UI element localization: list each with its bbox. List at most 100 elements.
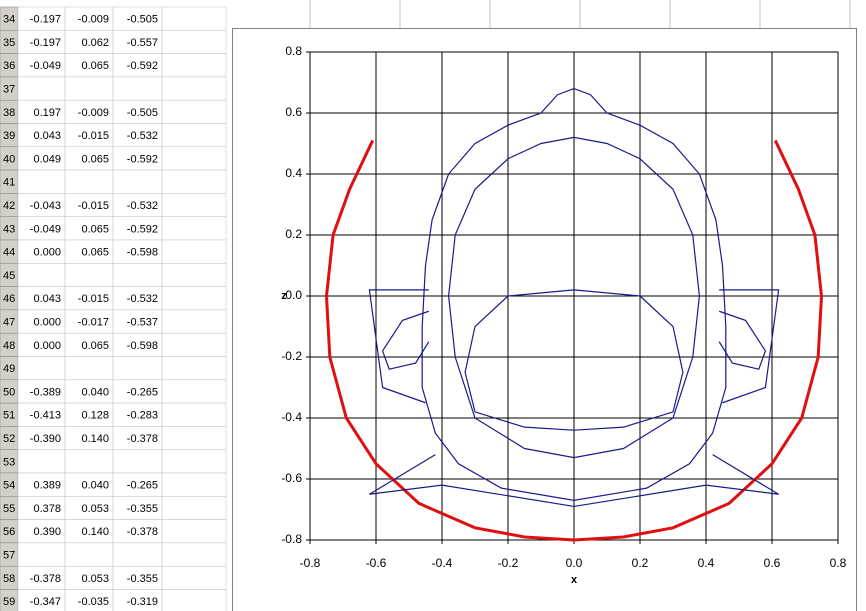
- row-number: 39: [3, 130, 15, 142]
- cell: [161, 263, 227, 287]
- cell-value: -0.009: [78, 14, 109, 26]
- x-tick-label: 0.8: [830, 556, 847, 570]
- cell-value: -0.197: [30, 37, 61, 49]
- cell-value: 0.062: [81, 37, 109, 49]
- cell-value: -0.015: [78, 200, 109, 212]
- cell: [161, 402, 227, 427]
- cell-value: -0.378: [127, 526, 158, 538]
- series-line: [369, 454, 779, 508]
- cell-value: 0.053: [81, 503, 109, 515]
- cell: [64, 542, 114, 567]
- y-tick-label: 0.0: [285, 288, 302, 302]
- cell: [17, 169, 66, 194]
- cell: [161, 309, 227, 334]
- cell-value: -0.592: [127, 60, 158, 72]
- cell-value: 0.040: [81, 480, 109, 492]
- cell: [17, 449, 66, 474]
- cell-value: -0.505: [127, 107, 158, 119]
- cell: [112, 542, 163, 567]
- cell-value: -0.532: [127, 293, 158, 305]
- cell-value: 0.065: [81, 247, 109, 259]
- row-number: 59: [3, 596, 15, 608]
- row-number: 58: [3, 573, 15, 585]
- row-number: 54: [3, 480, 15, 492]
- row-number: 44: [3, 247, 15, 259]
- cell-value: -0.049: [30, 223, 61, 235]
- cell-value: -0.598: [127, 247, 158, 259]
- row-number: 49: [3, 363, 15, 375]
- series-line: [324, 139, 824, 542]
- y-tick-label: 0.2: [285, 227, 302, 241]
- row-number: 34: [3, 14, 15, 26]
- cell: [17, 356, 66, 381]
- row-number: 46: [3, 293, 15, 305]
- cell-value: 0.390: [33, 526, 61, 538]
- x-tick-label: 0.6: [764, 556, 781, 570]
- y-tick-label: 0.8: [285, 44, 302, 58]
- cell: [161, 356, 227, 381]
- cell: [161, 53, 227, 78]
- cell-value: -0.390: [30, 433, 61, 445]
- cell: [161, 472, 227, 497]
- x-tick-label: -0.6: [366, 556, 387, 570]
- cell: [161, 379, 227, 404]
- cell: [64, 449, 114, 474]
- row-number: 55: [3, 503, 15, 515]
- cell-value: -0.557: [127, 37, 158, 49]
- y-axis-label: z: [281, 290, 287, 302]
- cell-value: -0.378: [127, 433, 158, 445]
- series-line: [718, 310, 767, 370]
- cell-value: -0.532: [127, 130, 158, 142]
- cell: [161, 6, 227, 31]
- cell: [161, 169, 227, 194]
- cell: [112, 76, 163, 101]
- cell: [161, 239, 227, 264]
- row-number: 57: [3, 549, 15, 561]
- row-number: 53: [3, 456, 15, 468]
- chart-frame: [232, 28, 857, 611]
- cell: [64, 356, 114, 381]
- y-tick-label: -0.8: [281, 532, 302, 546]
- cell-value: 0.000: [33, 340, 61, 352]
- cell-value: -0.537: [127, 316, 158, 328]
- cell: [161, 286, 227, 311]
- cell-value: -0.283: [127, 410, 158, 422]
- cell-value: 0.197: [33, 107, 61, 119]
- cell: [17, 263, 66, 287]
- cell-value: 0.043: [33, 293, 61, 305]
- row-number: 45: [3, 270, 15, 282]
- row-number: 51: [3, 410, 15, 422]
- cell: [161, 496, 227, 520]
- row-number: 48: [3, 340, 15, 352]
- x-tick-label: -0.8: [300, 556, 321, 570]
- y-tick-label: 0.4: [285, 166, 302, 180]
- cell-value: 0.389: [33, 480, 61, 492]
- row-number: 52: [3, 433, 15, 445]
- row-number: 37: [3, 83, 15, 95]
- x-tick-label: -0.4: [432, 556, 453, 570]
- cell: [161, 216, 227, 241]
- cell-value: 0.378: [33, 503, 61, 515]
- cell-value: -0.017: [78, 316, 109, 328]
- series-line: [447, 136, 701, 459]
- cell-value: -0.197: [30, 14, 61, 26]
- cell: [161, 193, 227, 217]
- cell-value: -0.009: [78, 107, 109, 119]
- cell: [112, 449, 163, 474]
- x-tick-label: -0.2: [498, 556, 519, 570]
- x-tick-label: 0.2: [632, 556, 649, 570]
- cell-value: 0.040: [81, 386, 109, 398]
- cell: [161, 542, 227, 567]
- cell-value: -0.355: [127, 573, 158, 585]
- cell-value: 0.043: [33, 130, 61, 142]
- row-number: 50: [3, 386, 15, 398]
- cell-value: -0.265: [127, 386, 158, 398]
- cell-value: -0.043: [30, 200, 61, 212]
- series-line: [464, 289, 684, 431]
- y-tick-label: 0.6: [285, 105, 302, 119]
- cell-value: 0.053: [81, 573, 109, 585]
- x-tick-label: 0.0: [566, 556, 583, 570]
- cell: [64, 169, 114, 194]
- cell-value: -0.265: [127, 480, 158, 492]
- x-tick-label: 0.4: [698, 556, 715, 570]
